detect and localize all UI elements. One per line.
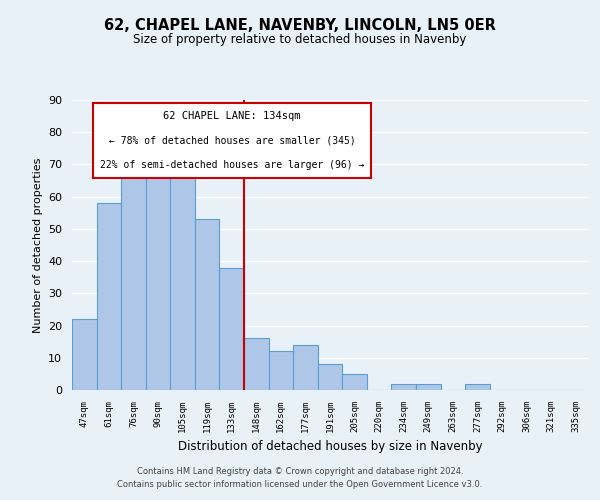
Text: Contains HM Land Registry data © Crown copyright and database right 2024.
Contai: Contains HM Land Registry data © Crown c… xyxy=(118,468,482,489)
Text: ← 78% of detached houses are smaller (345): ← 78% of detached houses are smaller (34… xyxy=(109,136,355,145)
Bar xyxy=(195,219,220,390)
Bar xyxy=(293,345,318,390)
Bar xyxy=(269,352,293,390)
Bar xyxy=(146,174,170,390)
Bar xyxy=(465,384,490,390)
Text: 22% of semi-detached houses are larger (96) →: 22% of semi-detached houses are larger (… xyxy=(100,160,364,170)
Bar xyxy=(170,148,195,390)
Bar xyxy=(97,203,121,390)
Bar xyxy=(220,268,244,390)
Bar xyxy=(391,384,416,390)
Bar xyxy=(416,384,440,390)
Bar xyxy=(244,338,269,390)
FancyBboxPatch shape xyxy=(92,103,371,178)
Text: Size of property relative to detached houses in Navenby: Size of property relative to detached ho… xyxy=(133,32,467,46)
Bar xyxy=(121,164,146,390)
Y-axis label: Number of detached properties: Number of detached properties xyxy=(32,158,43,332)
Bar xyxy=(318,364,342,390)
X-axis label: Distribution of detached houses by size in Navenby: Distribution of detached houses by size … xyxy=(178,440,482,454)
Text: 62 CHAPEL LANE: 134sqm: 62 CHAPEL LANE: 134sqm xyxy=(163,112,301,122)
Bar xyxy=(342,374,367,390)
Text: 62, CHAPEL LANE, NAVENBY, LINCOLN, LN5 0ER: 62, CHAPEL LANE, NAVENBY, LINCOLN, LN5 0… xyxy=(104,18,496,32)
Bar xyxy=(72,319,97,390)
